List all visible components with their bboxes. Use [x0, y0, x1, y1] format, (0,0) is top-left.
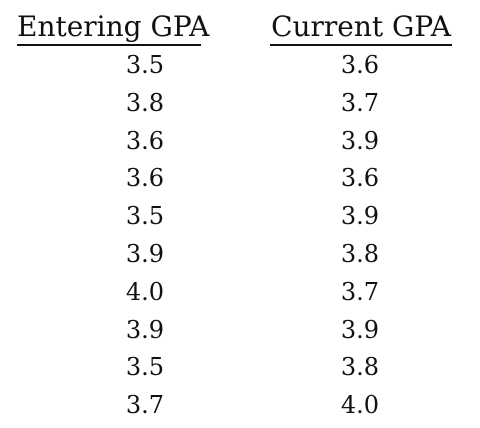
current-gpa-cell: 3.6 [340, 164, 380, 193]
table-row: 3.5 3.9 [0, 198, 480, 236]
table-row: 3.9 3.8 [0, 236, 480, 274]
current-gpa-cell: 3.9 [340, 315, 380, 344]
current-gpa-cell: 3.6 [340, 51, 380, 79]
entering-gpa-cell: 3.5 [125, 202, 165, 231]
entering-gpa-cell: 3.6 [125, 126, 165, 155]
entering-gpa-cell: 3.9 [125, 239, 165, 268]
current-gpa-cell: 3.9 [340, 126, 380, 155]
entering-gpa-cell: 3.6 [125, 164, 165, 193]
current-gpa-cell: 4.0 [340, 391, 380, 420]
entering-gpa-cell: 4.0 [125, 277, 165, 306]
table-row: 3.7 4.0 [0, 387, 480, 425]
table-row: 3.8 3.7 [0, 85, 480, 123]
table-body: 3.5 3.6 3.8 3.7 3.6 3.9 3.6 3.6 3.5 3.9 … [0, 47, 480, 425]
header-current-gpa: Current GPA [270, 10, 452, 46]
table-row: 3.6 3.6 [0, 160, 480, 198]
table-row: 4.0 3.7 [0, 274, 480, 312]
current-gpa-cell: 3.8 [340, 239, 380, 268]
current-gpa-cell: 3.8 [340, 353, 380, 382]
entering-gpa-cell: 3.5 [125, 51, 165, 79]
entering-gpa-cell: 3.9 [125, 315, 165, 344]
current-gpa-cell: 3.9 [340, 202, 380, 231]
current-gpa-cell: 3.7 [340, 88, 380, 117]
entering-gpa-cell: 3.8 [125, 88, 165, 117]
header-entering-gpa: Entering GPA [17, 10, 209, 46]
table-row: 3.9 3.9 [0, 312, 480, 350]
table-row: 3.5 3.6 [0, 47, 480, 85]
entering-gpa-cell: 3.5 [125, 353, 165, 382]
table-row: 3.6 3.9 [0, 123, 480, 161]
table-row: 3.5 3.8 [0, 349, 480, 387]
current-gpa-cell: 3.7 [340, 277, 380, 306]
entering-gpa-cell: 3.7 [125, 391, 165, 420]
